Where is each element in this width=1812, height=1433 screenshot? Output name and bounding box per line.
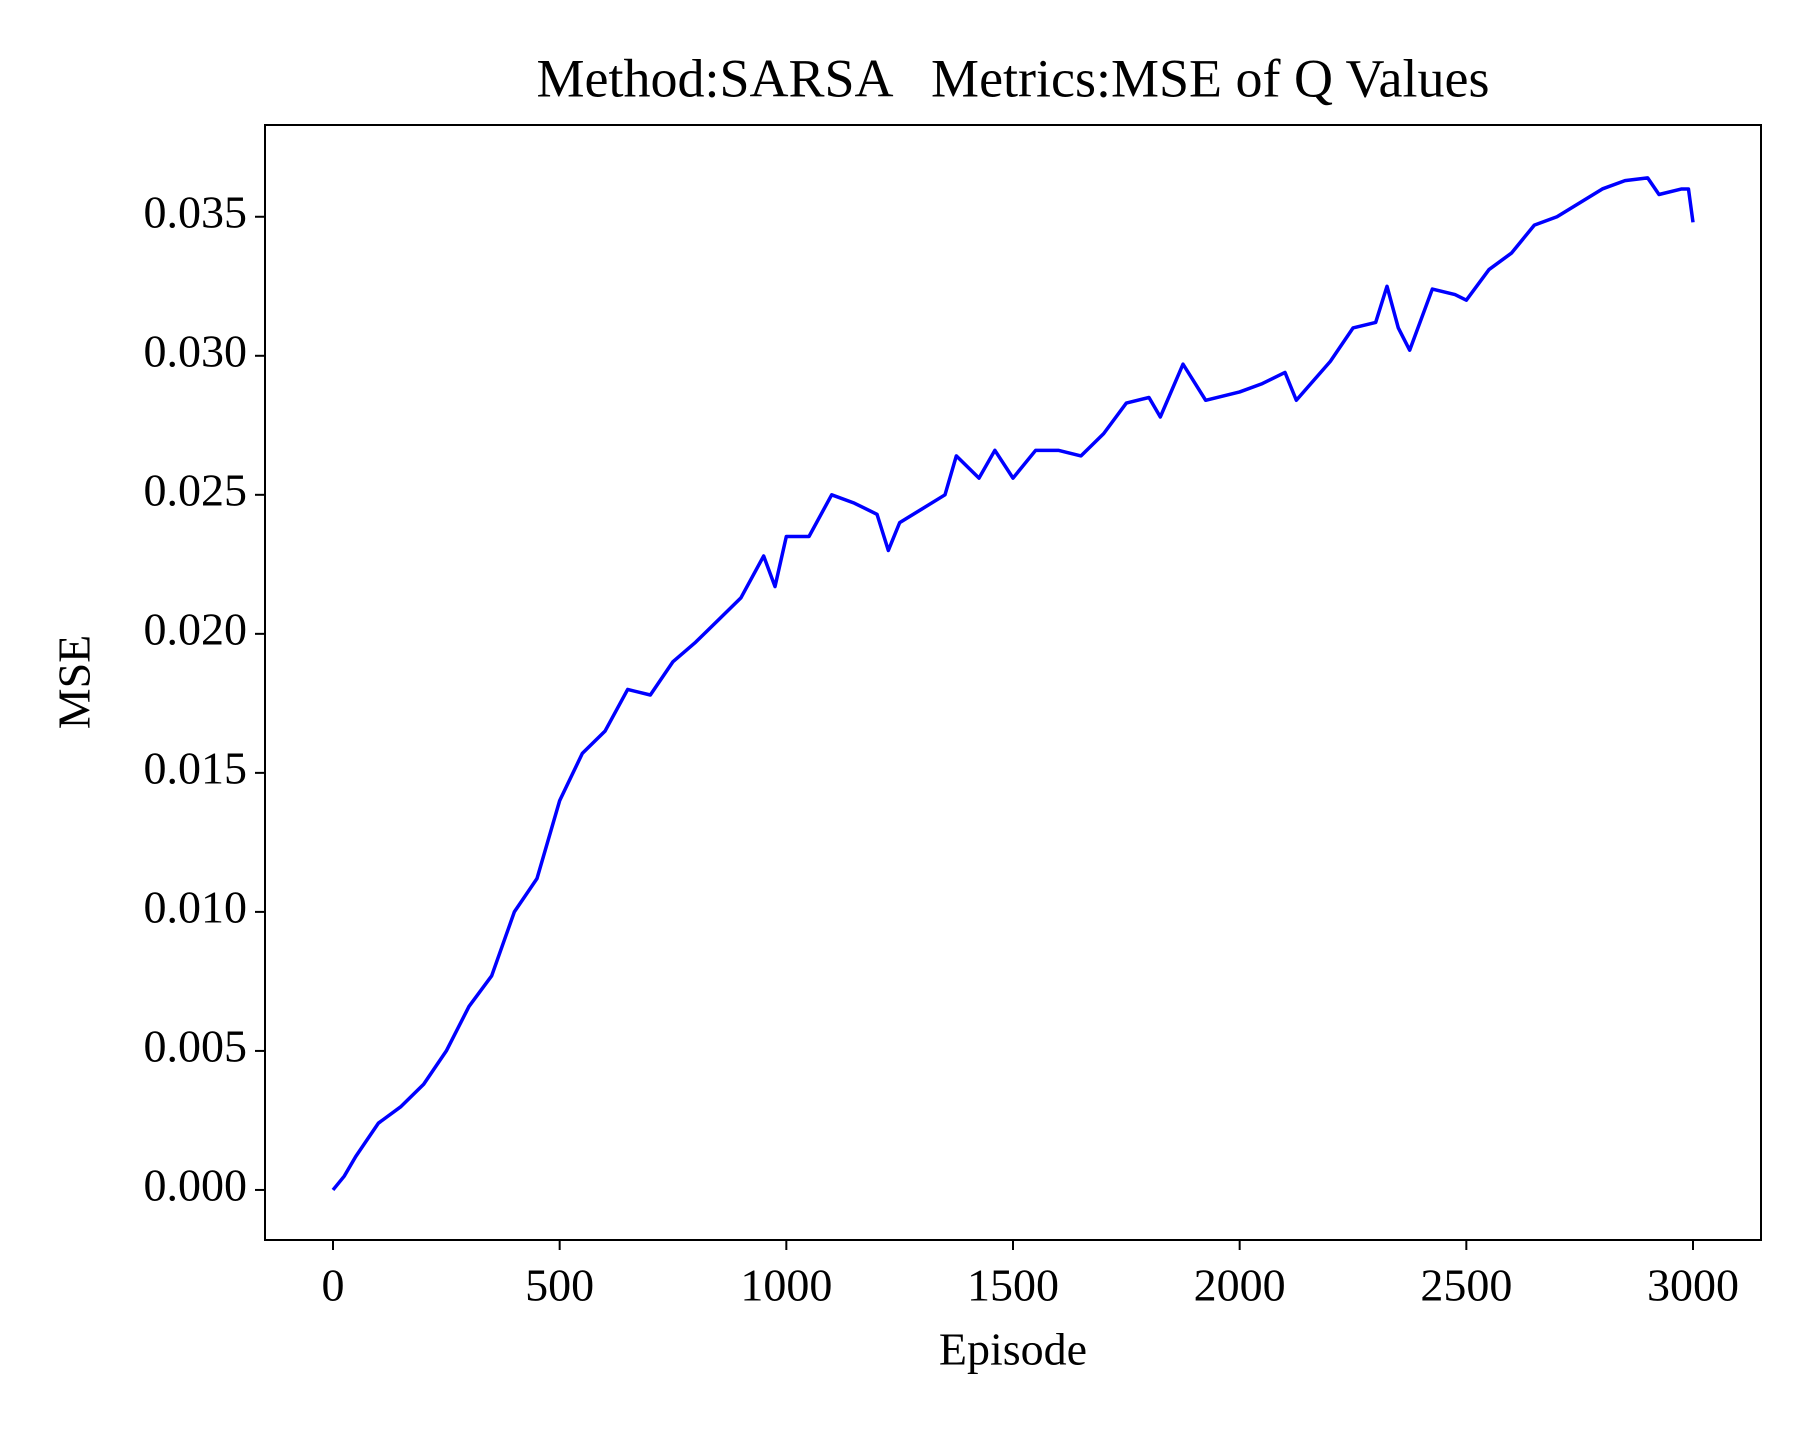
x-tick-label: 500 — [525, 1260, 594, 1311]
y-tick-label: 0.010 — [144, 881, 248, 932]
x-axis-label: Episode — [939, 1324, 1087, 1375]
chart-title: Method:SARSA Metrics:MSE of Q Values — [536, 48, 1489, 108]
y-tick-label: 0.025 — [144, 464, 248, 515]
y-axis-label: MSE — [49, 635, 100, 730]
y-tick-label: 0.005 — [144, 1020, 248, 1071]
x-tick-label: 0 — [322, 1260, 345, 1311]
y-tick-label: 0.015 — [144, 742, 248, 793]
x-tick-label: 3000 — [1647, 1260, 1739, 1311]
x-tick-label: 2000 — [1194, 1260, 1286, 1311]
y-tick-label: 0.035 — [144, 186, 248, 237]
x-tick-label: 1000 — [740, 1260, 832, 1311]
y-tick-label: 0.020 — [144, 603, 248, 654]
data-line — [331, 176, 1695, 1192]
x-tick-label: 2500 — [1420, 1260, 1512, 1311]
y-tick-label: 0.000 — [144, 1160, 248, 1211]
x-tick-label: 1500 — [967, 1260, 1059, 1311]
y-tick-label: 0.030 — [144, 325, 248, 376]
plot-frame — [264, 124, 1762, 1241]
